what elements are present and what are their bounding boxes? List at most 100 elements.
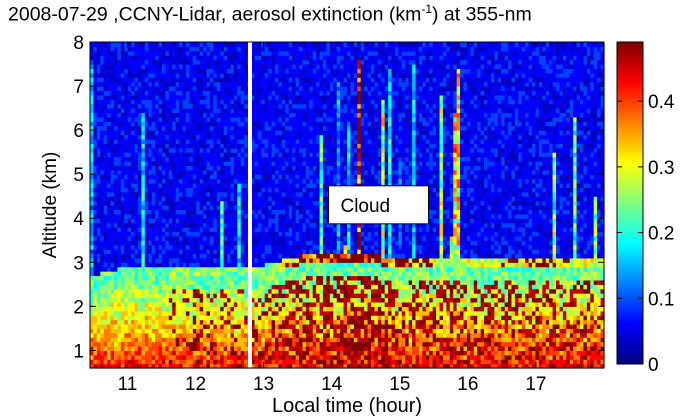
heatmap-cell	[220, 213, 225, 219]
heatmap-cell	[203, 249, 208, 255]
heatmap-cell	[312, 275, 317, 281]
heatmap-cell	[384, 297, 389, 303]
heatmap-cell	[233, 191, 238, 197]
heatmap-cell	[165, 332, 170, 338]
heatmap-cell	[192, 200, 197, 206]
heatmap-cell	[216, 108, 221, 114]
heatmap-cell	[360, 266, 365, 272]
heatmap-cell	[326, 134, 331, 140]
heatmap-cell	[230, 112, 235, 118]
heatmap-cell	[412, 288, 417, 294]
heatmap-cell	[309, 143, 314, 153]
heatmap-cell	[103, 284, 108, 294]
heatmap-cell	[261, 297, 266, 303]
heatmap-cell	[206, 363, 211, 369]
heatmap-cell	[353, 306, 358, 312]
heatmap-cell	[151, 156, 156, 162]
heatmap-cell	[141, 165, 146, 171]
heatmap-cell	[127, 315, 132, 325]
heatmap-cell	[161, 266, 166, 272]
heatmap-cell	[326, 112, 331, 118]
heatmap-cell	[110, 72, 115, 83]
heatmap-cell	[254, 81, 259, 87]
heatmap-cell	[168, 240, 173, 246]
heatmap-cell	[415, 169, 420, 175]
heatmap-cell	[223, 196, 228, 202]
heatmap-cell	[206, 116, 211, 122]
heatmap-cell	[244, 345, 249, 351]
heatmap-cell	[370, 306, 376, 312]
heatmap-cell	[93, 42, 98, 48]
heatmap-cell	[353, 244, 358, 250]
heatmap-cell	[316, 112, 321, 118]
heatmap-cell	[275, 306, 280, 312]
heatmap-cell	[275, 350, 280, 365]
heatmap-cell	[168, 169, 173, 180]
heatmap-cell	[391, 354, 396, 360]
heatmap-cell	[360, 72, 365, 78]
heatmap-cell	[141, 315, 146, 321]
heatmap-cell	[151, 227, 156, 241]
heatmap-cell	[357, 293, 362, 299]
heatmap-cell	[117, 116, 122, 122]
heatmap-cell	[144, 77, 149, 83]
heatmap-cell	[425, 293, 430, 299]
heatmap-cell	[323, 160, 328, 166]
heatmap-cell	[251, 227, 256, 237]
heatmap-cell	[161, 345, 166, 356]
heatmap-cell	[261, 328, 266, 334]
heatmap-cell	[281, 337, 286, 347]
heatmap-cell	[230, 116, 235, 122]
heatmap-cell	[288, 271, 293, 281]
heatmap-cell	[264, 310, 269, 316]
heatmap-cell	[394, 297, 399, 303]
heatmap-cell	[254, 227, 259, 233]
heatmap-cell	[127, 266, 132, 272]
heatmap-cell	[347, 231, 352, 237]
heatmap-cell	[110, 257, 115, 263]
heatmap-cell	[196, 288, 201, 294]
heatmap-cell	[319, 249, 324, 255]
heatmap-cell	[172, 315, 177, 321]
heatmap-cell	[96, 174, 101, 184]
heatmap-cell	[295, 200, 300, 206]
heatmap-cell	[103, 262, 108, 268]
heatmap-cell	[329, 72, 334, 83]
heatmap-cell	[394, 279, 399, 285]
heatmap-cell	[302, 271, 307, 277]
heatmap-cell	[120, 200, 125, 206]
heatmap-cell	[90, 341, 95, 347]
heatmap-cell	[134, 86, 139, 92]
heatmap-cell	[353, 301, 358, 307]
heatmap-cell	[220, 227, 225, 233]
heatmap-cell	[305, 50, 310, 61]
heatmap-cell	[134, 328, 139, 334]
heatmap-cell	[237, 350, 242, 356]
heatmap-cell	[268, 178, 273, 188]
heatmap-cell	[120, 218, 125, 237]
heatmap-cell	[336, 121, 341, 127]
heatmap-cell	[179, 169, 184, 180]
heatmap-cell	[336, 152, 341, 162]
heatmap-cell	[370, 174, 376, 184]
heatmap-cell	[329, 81, 334, 92]
heatmap-cell	[381, 271, 386, 277]
heatmap-cell	[257, 297, 262, 303]
heatmap-cell	[336, 306, 341, 312]
heatmap-cell	[425, 319, 430, 325]
heatmap-cell	[333, 323, 338, 338]
heatmap-cell	[240, 319, 245, 325]
heatmap-cell	[333, 231, 338, 237]
heatmap-cell	[113, 68, 119, 74]
heatmap-cell	[264, 152, 269, 158]
heatmap-cell	[285, 156, 290, 162]
heatmap-cell	[131, 103, 136, 109]
heatmap-cell	[319, 50, 324, 61]
heatmap-cell	[292, 284, 297, 290]
heatmap-cell	[96, 64, 101, 74]
heatmap-cell	[196, 227, 201, 233]
heatmap-cell	[165, 59, 170, 83]
heatmap-cell	[107, 182, 112, 188]
heatmap-cell	[323, 138, 328, 149]
heatmap-cell	[384, 332, 389, 338]
